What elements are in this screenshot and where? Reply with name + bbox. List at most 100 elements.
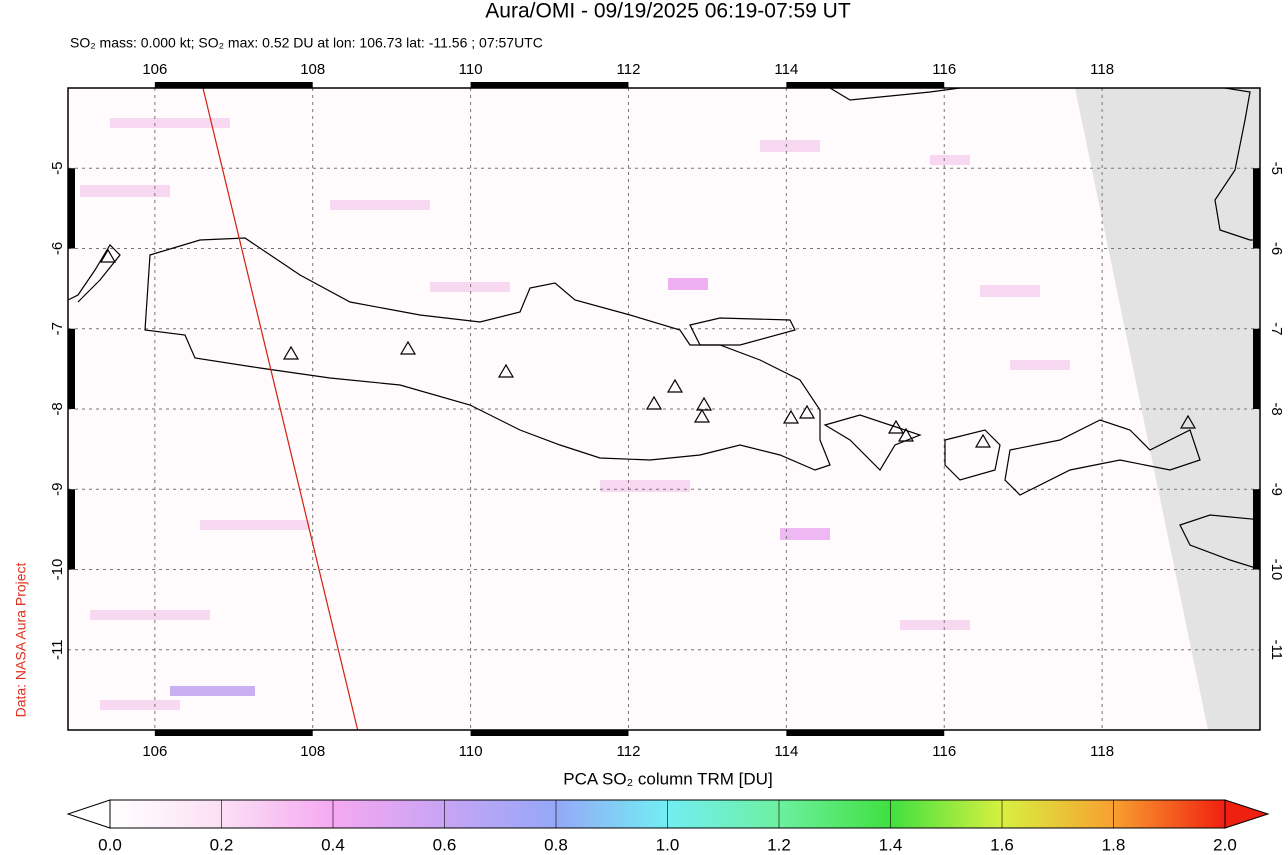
y-tick-label: -9 xyxy=(1268,483,1285,496)
x-tick-label: 110 xyxy=(459,743,483,760)
map-border xyxy=(67,87,1261,731)
subtitle: SO₂ mass: 0.000 kt; SO₂ max: 0.52 DU at … xyxy=(70,35,543,51)
volcano xyxy=(645,395,663,410)
sulawesi xyxy=(1214,88,1260,241)
colorbar-tick-label: 0.0 xyxy=(98,835,122,854)
madura xyxy=(689,317,796,346)
volcano xyxy=(1179,414,1197,429)
colorbar-tick-label: 1.0 xyxy=(656,835,680,854)
title: Aura/OMI - 09/19/2025 06:19-07:59 UT xyxy=(485,0,851,23)
y-tick-label: -5 xyxy=(49,162,66,175)
x-tick-label: 108 xyxy=(300,743,325,760)
volcano xyxy=(974,433,992,448)
pixel xyxy=(980,285,1040,297)
x-tick-label: 112 xyxy=(617,61,641,78)
volcano xyxy=(695,396,713,411)
x-tick-label: 114 xyxy=(774,743,798,760)
x-tick-label: 108 xyxy=(300,61,325,78)
pixel xyxy=(760,140,820,152)
y-tick-label: -8 xyxy=(49,402,66,415)
pixel xyxy=(930,155,970,165)
colorbar-tick-label: 0.6 xyxy=(433,835,457,854)
volcano xyxy=(99,248,117,263)
frame-segment xyxy=(154,730,313,736)
colorbar-tick-label: 1.8 xyxy=(1102,835,1126,854)
frame-segment xyxy=(470,730,629,736)
sumatra xyxy=(68,244,121,303)
x-tick-label: 118 xyxy=(1090,61,1114,78)
map-area xyxy=(68,88,1260,730)
volcano xyxy=(693,408,711,423)
x-tick-label: 110 xyxy=(459,61,483,78)
volcano xyxy=(782,409,800,424)
frame-segment xyxy=(1253,168,1260,249)
coastlines xyxy=(68,88,1260,571)
colorbar-over xyxy=(1224,799,1270,829)
frame-segment xyxy=(68,168,75,249)
colorbar-tick-label: 1.6 xyxy=(990,835,1014,854)
x-tick-label: 116 xyxy=(932,61,956,78)
lombok xyxy=(944,429,1001,481)
pixel xyxy=(200,520,310,530)
y-tick-label: -6 xyxy=(49,242,66,255)
colorbar-title: PCA SO₂ column TRM [DU] xyxy=(563,769,772,788)
x-tick-label: 116 xyxy=(932,743,956,760)
x-tick-label: 106 xyxy=(142,743,167,760)
volcano xyxy=(887,419,905,434)
y-tick-label: -7 xyxy=(49,322,66,335)
colorbar-tick-label: 2.0 xyxy=(1213,835,1237,854)
pixel xyxy=(110,118,230,128)
sumbawa xyxy=(1004,419,1201,496)
y-tick-label: -6 xyxy=(1268,242,1285,255)
frame-segment xyxy=(68,489,75,570)
borneo xyxy=(829,88,961,101)
frame-segment xyxy=(470,82,629,88)
credit: Data: NASA Aura Project xyxy=(13,562,29,717)
pixel xyxy=(90,610,210,620)
pixel xyxy=(170,686,255,696)
colorbar-tick-label: 1.2 xyxy=(767,835,791,854)
frame-segment xyxy=(1253,489,1260,570)
volcanoes xyxy=(99,248,1197,448)
pixel xyxy=(430,282,510,292)
java xyxy=(144,237,831,471)
frame-segment xyxy=(1253,328,1260,409)
so2-pixels xyxy=(80,118,1070,710)
frame-segment xyxy=(68,328,75,409)
pixel xyxy=(668,278,708,290)
bali xyxy=(823,414,922,471)
pixel xyxy=(100,700,180,710)
y-tick-label: -11 xyxy=(1268,639,1285,660)
x-tick-label: 112 xyxy=(617,743,641,760)
volcano xyxy=(497,363,515,378)
frame-segment xyxy=(786,730,945,736)
y-tick-label: -5 xyxy=(1268,162,1285,175)
volcano xyxy=(399,340,417,355)
pixel xyxy=(600,480,690,492)
y-tick-label: -11 xyxy=(49,639,66,660)
y-tick-label: -10 xyxy=(49,559,66,581)
x-tick-label: 118 xyxy=(1090,743,1114,760)
pixel xyxy=(1010,360,1070,370)
pixel xyxy=(900,620,970,630)
y-tick-label: -7 xyxy=(1268,322,1285,335)
sumba xyxy=(1179,514,1260,571)
x-tick-label: 106 xyxy=(142,61,167,78)
colorbar-tick-label: 0.2 xyxy=(210,835,234,854)
y-tick-label: -9 xyxy=(49,483,66,496)
volcano xyxy=(798,404,816,419)
colorbar-under xyxy=(66,799,111,829)
volcano xyxy=(897,427,915,442)
orbit-track xyxy=(202,88,359,730)
volcano xyxy=(666,378,684,393)
x-tick-label: 114 xyxy=(774,61,798,78)
colorbar-tick-label: 0.4 xyxy=(321,835,345,854)
pixel xyxy=(330,200,430,210)
pixel xyxy=(80,185,170,197)
frame-segment xyxy=(786,82,945,88)
y-tick-label: -10 xyxy=(1268,559,1285,581)
volcano xyxy=(282,345,300,360)
y-tick-label: -8 xyxy=(1268,402,1285,415)
frame-segment xyxy=(154,82,313,88)
